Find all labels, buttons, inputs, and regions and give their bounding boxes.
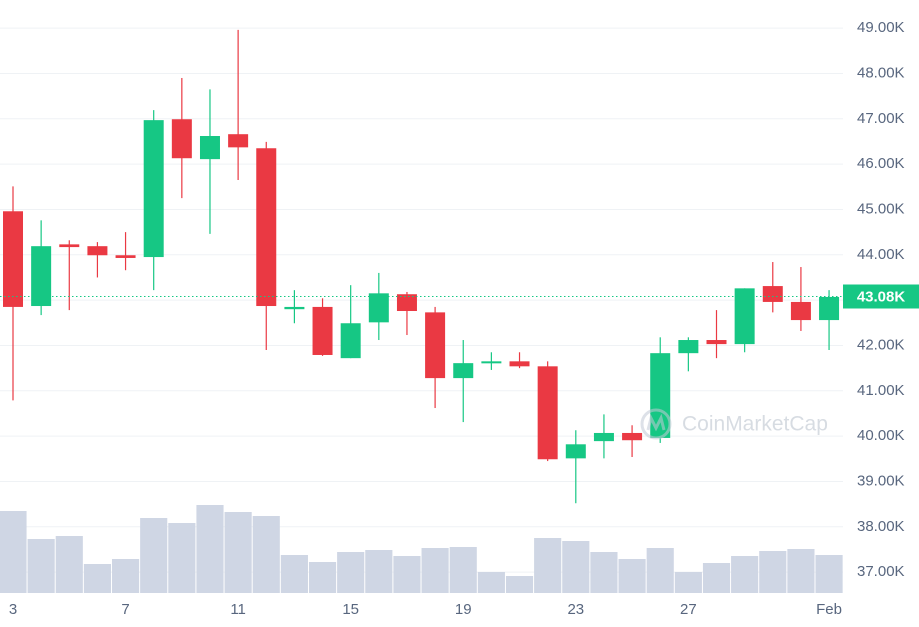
volume-bar: [590, 552, 618, 593]
volume-bar: [421, 548, 449, 593]
candle-body: [368, 293, 389, 323]
watermark-logo-mark: [646, 413, 666, 432]
volume-bar: [393, 556, 421, 593]
y-tick-label: 42.00K: [857, 336, 905, 353]
candle-body: [453, 363, 474, 379]
y-tick-label: 44.00K: [857, 246, 905, 263]
volume-bar: [224, 512, 252, 593]
candle-body: [678, 340, 699, 354]
volume-bar: [55, 536, 83, 593]
x-tick-label: 7: [121, 601, 129, 618]
y-tick-label: 39.00K: [857, 472, 905, 489]
y-tick-label: 49.00K: [857, 19, 905, 36]
candle-body: [340, 323, 361, 359]
y-tick-label: 38.00K: [857, 518, 905, 535]
candle-body: [87, 246, 108, 256]
volume-bar: [674, 572, 702, 593]
candle-body: [762, 286, 783, 302]
candle-body: [537, 366, 558, 460]
volume-bar: [27, 539, 55, 593]
candle-body: [622, 432, 643, 441]
x-tick-label: Feb: [816, 601, 842, 618]
candle-body: [425, 312, 446, 379]
candle-body: [143, 120, 164, 258]
candle-body: [819, 296, 840, 321]
watermark-text: CoinMarketCap: [682, 413, 828, 436]
volume-bar: [646, 548, 674, 593]
volume-bar: [787, 549, 815, 593]
volume-bar: [815, 555, 843, 593]
candle-body: [312, 306, 333, 355]
candle-body: [284, 306, 305, 310]
x-tick-label: 3: [9, 601, 17, 618]
candle-body: [256, 148, 277, 307]
current-price-label: 43.08K: [857, 288, 906, 305]
candle-body: [481, 361, 502, 364]
plot-area: [0, 27, 843, 593]
volume-bar: [140, 518, 168, 593]
candle-body: [59, 244, 80, 248]
candle-body: [171, 119, 192, 159]
volume-bar: [252, 516, 280, 593]
volume-bar: [308, 562, 337, 593]
volume-bar: [702, 563, 731, 593]
candle-body: [790, 301, 811, 321]
y-tick-label: 45.00K: [857, 200, 905, 217]
candle-body: [228, 134, 249, 148]
volume-bar: [731, 556, 759, 593]
volume-bar: [0, 511, 27, 593]
candle-body: [396, 294, 417, 312]
volume-bar: [505, 576, 534, 593]
x-tick-label: 19: [455, 601, 472, 618]
y-tick-label: 47.00K: [857, 110, 905, 127]
volume-bar: [337, 552, 365, 593]
y-tick-label: 46.00K: [857, 155, 905, 172]
candle-body: [565, 444, 586, 459]
volume-bar: [111, 559, 140, 593]
volume-bar: [83, 564, 111, 593]
x-tick-label: 23: [567, 601, 584, 618]
volume-bar: [534, 538, 562, 593]
volume-bar: [562, 541, 590, 593]
candle-body: [31, 246, 52, 307]
watermark-logo: [640, 408, 672, 440]
candle-body: [706, 340, 727, 345]
current-price-badge: [843, 284, 919, 309]
volume-bar: [759, 551, 787, 593]
candle-body: [509, 361, 530, 367]
watermark: CoinMarketCap: [640, 408, 828, 440]
x-tick-label: 15: [342, 601, 359, 618]
y-tick-label: 41.00K: [857, 382, 905, 399]
y-tick-label: 48.00K: [857, 64, 905, 81]
volume-bar: [365, 550, 393, 593]
volume-bar: [449, 547, 477, 593]
x-tick-label: 27: [680, 601, 697, 618]
candle-body: [593, 432, 614, 442]
x-tick-label: 11: [230, 601, 246, 618]
volume-bar: [477, 572, 505, 593]
candle-body: [3, 211, 23, 307]
volume-bar: [618, 559, 646, 593]
candle-body: [199, 136, 220, 160]
candle-body: [115, 255, 136, 258]
candle-body: [650, 353, 671, 438]
candle-body: [734, 288, 755, 345]
y-tick-label: 40.00K: [857, 427, 905, 444]
volume-bar: [168, 523, 196, 593]
volume-bar: [196, 505, 224, 593]
y-tick-label: 37.00K: [857, 563, 905, 580]
volume-bar: [280, 555, 308, 593]
